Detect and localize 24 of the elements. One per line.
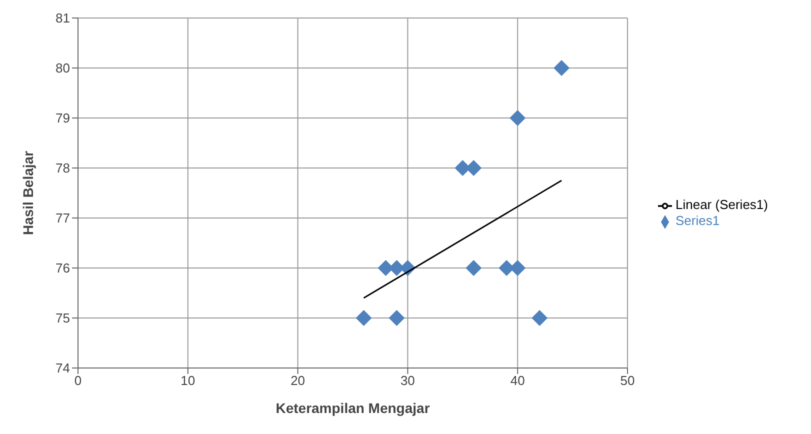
x-tick-label: 30 [400, 373, 415, 388]
x-tick-label: 0 [74, 373, 82, 388]
point [356, 310, 372, 326]
y-tick-label: 79 [56, 110, 70, 126]
y-tick-label: 75 [56, 310, 70, 326]
point [510, 110, 526, 126]
y-tick-label: 81 [56, 10, 70, 26]
y-tick-label: 78 [56, 160, 70, 176]
x-tick-label: 10 [180, 373, 196, 388]
y-axis-title: Hasil Belajar [20, 150, 36, 236]
point [466, 260, 482, 276]
y-tick-label: 76 [56, 260, 70, 276]
x-tick-label: 50 [620, 373, 635, 388]
x-tick-label: 40 [510, 373, 525, 388]
y-tick-label: 74 [56, 360, 70, 376]
legend-label: Series1 [676, 213, 720, 228]
y-tick-label: 80 [56, 60, 70, 76]
point [554, 60, 570, 76]
x-tick-label: 20 [290, 373, 306, 388]
legend-label: Linear (Series1) [676, 197, 768, 212]
y-tick-label: 77 [56, 210, 70, 226]
point [388, 310, 405, 326]
x-axis-title: Keterampilan Mengajar [276, 400, 430, 416]
point [532, 310, 548, 326]
